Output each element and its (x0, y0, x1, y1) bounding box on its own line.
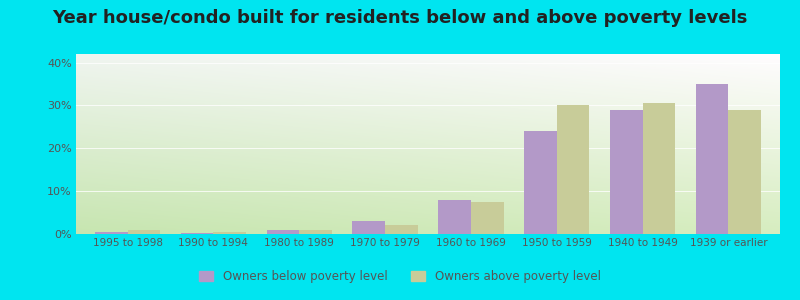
Bar (299, 230, 332, 234)
Bar (353, 221, 385, 234)
Bar (214, 232, 246, 234)
Bar (557, 105, 590, 234)
Bar (471, 202, 503, 234)
Bar (438, 200, 471, 234)
Bar (524, 131, 557, 234)
Bar (610, 110, 642, 234)
Bar (127, 230, 160, 234)
Legend: Owners below poverty level, Owners above poverty level: Owners below poverty level, Owners above… (194, 266, 606, 288)
Bar (696, 84, 729, 234)
Bar (385, 225, 418, 234)
Bar (266, 230, 299, 234)
Bar (181, 233, 214, 234)
Text: Year house/condo built for residents below and above poverty levels: Year house/condo built for residents bel… (52, 9, 748, 27)
Bar (95, 232, 127, 234)
Bar (642, 103, 675, 234)
Bar (729, 110, 761, 234)
